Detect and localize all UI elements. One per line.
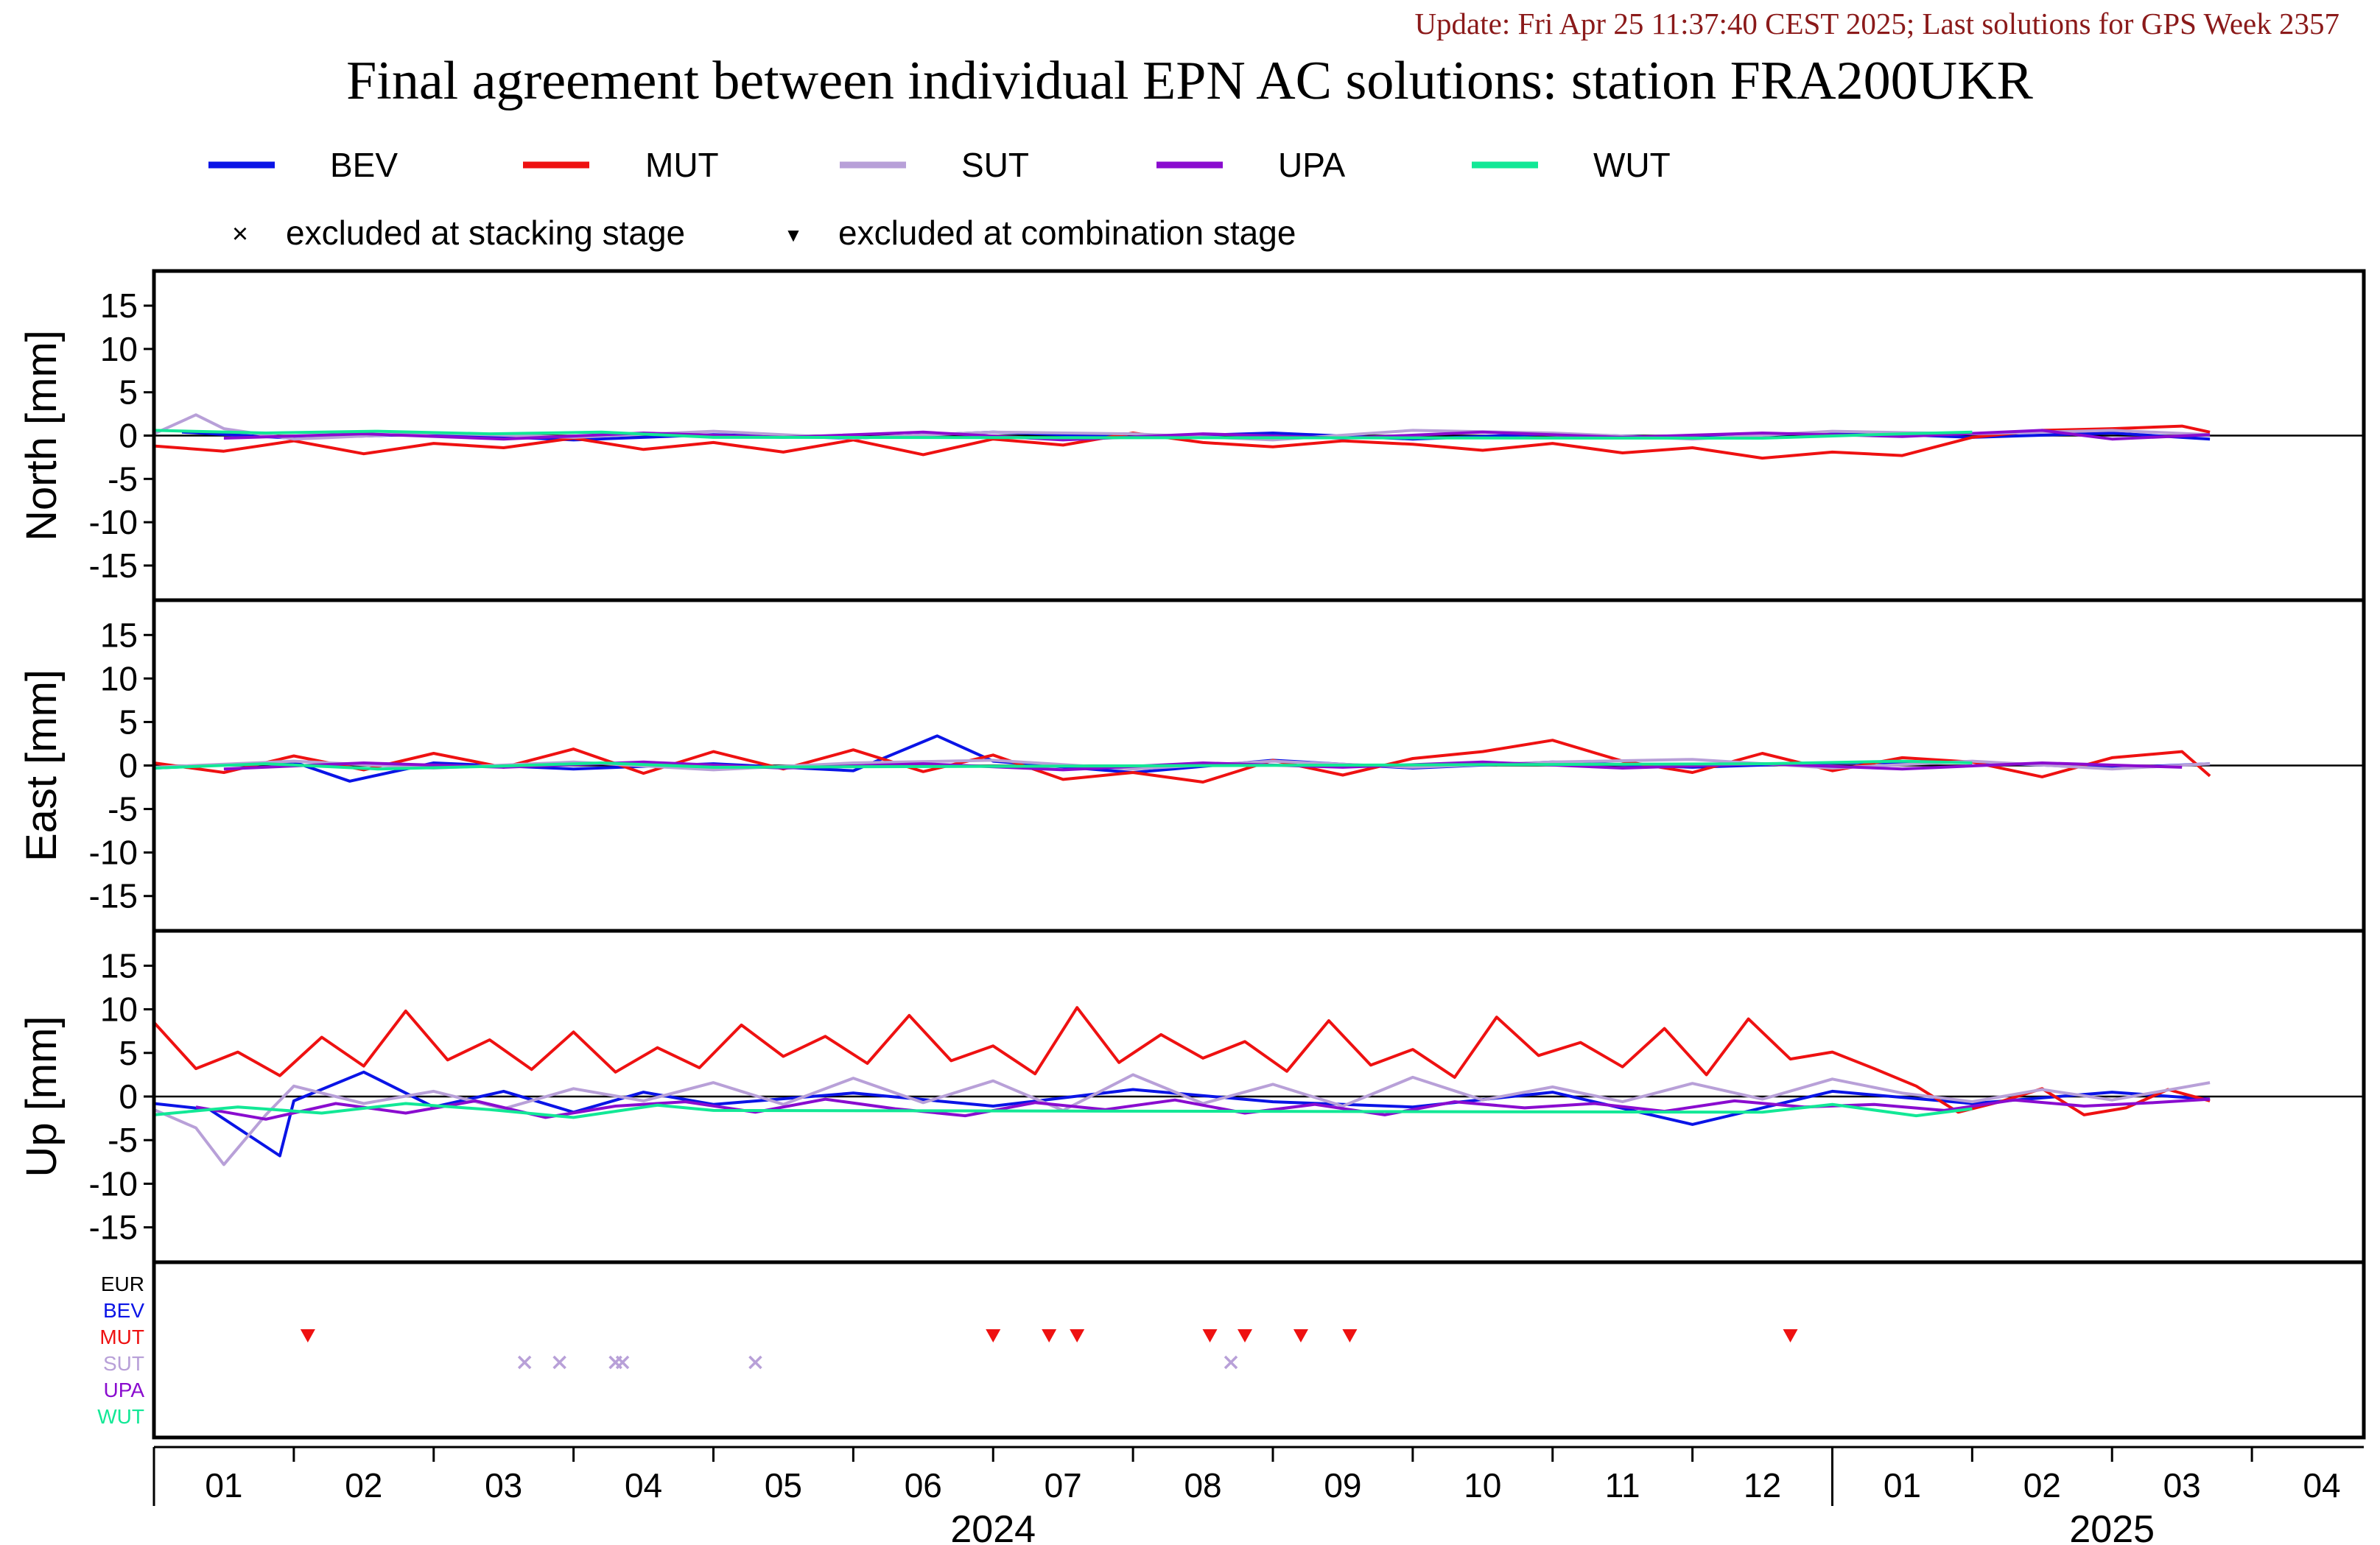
stacking-exclusion-marker xyxy=(615,1355,630,1370)
north-panel: 15 10 5 0 -5 -10 -15 North [mm] xyxy=(18,269,2366,602)
x-month-label: 11 xyxy=(1605,1466,1640,1504)
combination-exclusion-marker xyxy=(1070,1329,1085,1342)
east-ytick-label: 15 xyxy=(100,616,138,654)
x-year-label-2025: 2025 xyxy=(2069,1508,2155,1545)
north-ytick-label: 10 xyxy=(100,330,138,368)
up-panel: 15 10 5 0 -5 -10 -15 Up [mm] xyxy=(18,929,2366,1264)
east-ytick-label: -10 xyxy=(89,834,138,872)
combination-exclusion-marker xyxy=(1238,1329,1253,1342)
x-month-label: 09 xyxy=(1324,1466,1361,1504)
exclusion-row-label-upa: UPA xyxy=(104,1379,145,1401)
x-year-label-2024: 2024 xyxy=(950,1508,1036,1545)
legend-label-wut: WUT xyxy=(1593,146,1671,184)
x-month-label: 10 xyxy=(1464,1466,1501,1504)
north-series-mut xyxy=(153,424,2211,460)
x-month-label: 04 xyxy=(625,1466,662,1504)
x-month-label: 02 xyxy=(2023,1466,2061,1504)
x-month-label: 08 xyxy=(1184,1466,1221,1504)
east-ytick-label: 0 xyxy=(119,747,138,785)
x-month-label: 04 xyxy=(2303,1466,2340,1504)
combination-exclusion-marker xyxy=(1293,1329,1308,1342)
x-month-label: 07 xyxy=(1045,1466,1082,1504)
stacking-exclusion-marker xyxy=(748,1355,762,1370)
x-month-label: 05 xyxy=(765,1466,802,1504)
x-month-label: 06 xyxy=(905,1466,942,1504)
legend-label-bev: BEV xyxy=(330,146,398,184)
up-ytick-label: -5 xyxy=(108,1121,138,1159)
east-ytick-label: 5 xyxy=(119,703,138,741)
up-ytick-label: 10 xyxy=(100,990,138,1029)
north-ytick-label: 5 xyxy=(119,373,138,412)
east-ytick-label: -15 xyxy=(89,877,138,915)
north-axis-label: North [mm] xyxy=(18,330,66,541)
north-ytick-label: -10 xyxy=(89,503,138,541)
up-axis-label: Up [mm] xyxy=(18,1016,66,1177)
up-ytick-label: 0 xyxy=(119,1077,138,1116)
north-ytick-label: -15 xyxy=(89,546,138,585)
stacking-exclusion-marker xyxy=(1224,1355,1238,1370)
combination-exclusion-marker xyxy=(300,1329,315,1342)
legend-stacking-label: excluded at stacking stage xyxy=(286,214,685,252)
chart-title: Final agreement between individual EPN A… xyxy=(346,51,2033,111)
east-ytick-label: -5 xyxy=(108,790,138,828)
east-panel: 15 10 5 0 -5 -10 -15 East [mm] xyxy=(18,598,2366,933)
exclusion-frame xyxy=(152,1260,2366,1440)
up-series-mut xyxy=(152,1006,2211,1116)
legend-combination-label: excluded at combination stage xyxy=(838,214,1296,252)
x-month-label: 03 xyxy=(485,1466,522,1504)
up-series-sut xyxy=(153,1073,2211,1166)
north-ytick-label: 0 xyxy=(119,417,138,455)
legend-label-sut: SUT xyxy=(961,146,1029,184)
legend-label-upa: UPA xyxy=(1278,146,1345,184)
up-ytick-label: -10 xyxy=(89,1164,138,1203)
exclusion-row-label-wut: WUT xyxy=(97,1405,144,1428)
panels: 15 10 5 0 -5 -10 -15 North [mm] 15 10 5 0 -5 -10 -15 Ea… xyxy=(18,269,2366,1440)
up-ytick-label: -15 xyxy=(89,1208,138,1247)
x-month-label: 03 xyxy=(2163,1466,2201,1504)
exclusion-row-label-eur: EUR xyxy=(101,1273,144,1295)
east-axis-label: East [mm] xyxy=(18,669,66,862)
up-ytick-label: 15 xyxy=(100,946,138,985)
stacking-exclusion-marker xyxy=(517,1355,532,1370)
x-month-label: 01 xyxy=(205,1466,242,1504)
combination-exclusion-marker xyxy=(1202,1329,1218,1342)
up-ytick-label: 5 xyxy=(119,1034,138,1072)
x-month-label: 12 xyxy=(1744,1466,1781,1504)
exclusion-row-label-sut: SUT xyxy=(103,1352,144,1375)
east-ytick-label: 10 xyxy=(100,659,138,697)
combination-exclusion-marker xyxy=(1783,1329,1798,1342)
legend-label-mut: MUT xyxy=(645,146,719,184)
legend-stacking-marker: × xyxy=(232,219,248,250)
east-series-wut xyxy=(153,759,1973,771)
legend: BEV MUT SUT UPA WUT × excluded at stacki… xyxy=(208,146,1671,252)
exclusion-panel: EUR BEV MUT SUT UPA WUT xyxy=(97,1260,2366,1440)
x-month-label: 01 xyxy=(1884,1466,1921,1504)
exclusion-row-label-bev: BEV xyxy=(103,1299,144,1322)
x-month-label: 02 xyxy=(345,1466,382,1504)
exclusion-row-label-mut: MUT xyxy=(99,1326,144,1348)
x-axis: 01 02 03 04 05 06 07 08 09 10 11 12 01 02 03 04 2024 2025 xyxy=(152,1446,2364,1545)
north-series-wut xyxy=(153,429,1973,440)
stacking-exclusion-marker xyxy=(552,1355,566,1370)
combination-exclusion-marker xyxy=(1042,1329,1057,1342)
up-series-wut xyxy=(153,1102,1973,1119)
north-ytick-label: -5 xyxy=(108,460,138,498)
combination-exclusion-marker xyxy=(1342,1329,1358,1342)
legend-combination-marker: ▼ xyxy=(784,224,803,246)
update-text: Update: Fri Apr 25 11:37:40 CEST 2025; L… xyxy=(1414,7,2339,41)
combination-exclusion-marker xyxy=(986,1329,1001,1342)
north-ytick-label: 15 xyxy=(100,286,138,325)
